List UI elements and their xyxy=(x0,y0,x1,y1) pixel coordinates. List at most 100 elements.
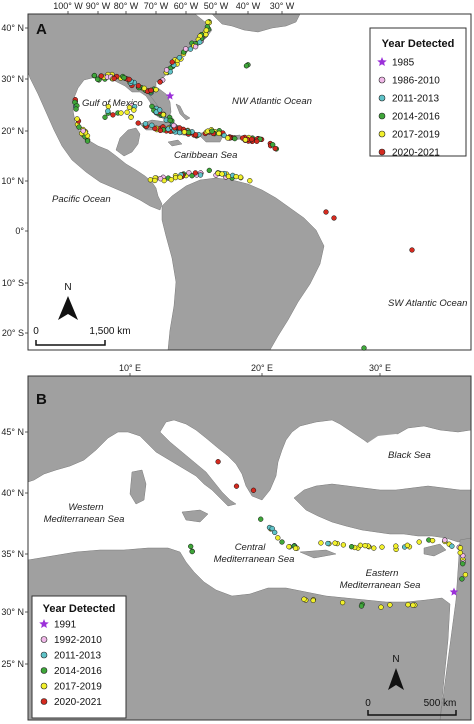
detection-point xyxy=(460,561,466,567)
lat-tick-label: 25° N xyxy=(1,659,24,669)
detection-point xyxy=(269,525,275,532)
north-label-b: N xyxy=(392,654,399,665)
legend-dot-icon xyxy=(40,651,48,659)
scale-bar-line xyxy=(35,340,106,346)
scale-end-label: 1,500 km xyxy=(89,326,130,337)
detection-point xyxy=(272,145,278,152)
detection-point xyxy=(362,542,368,549)
panel-a-north-arrow: N xyxy=(58,282,78,320)
detection-point xyxy=(292,545,299,551)
detection-point xyxy=(192,170,199,176)
north-africa-land xyxy=(27,547,451,721)
detection-point xyxy=(410,602,416,608)
detection-point xyxy=(242,137,249,143)
detection-point xyxy=(325,540,331,547)
detection-point xyxy=(197,39,203,45)
detection-point xyxy=(250,487,257,493)
panel-a-label: A xyxy=(36,21,47,38)
detection-point xyxy=(111,75,117,82)
detection-point xyxy=(237,174,244,180)
detection-point xyxy=(181,129,188,135)
sicily-land xyxy=(181,509,209,523)
detection-point xyxy=(176,125,183,131)
detection-point xyxy=(141,85,147,91)
legend-dot-icon xyxy=(40,698,48,705)
legend-dot-icon xyxy=(378,148,386,156)
bahamas-land xyxy=(175,103,191,121)
detection-point xyxy=(361,345,367,351)
legend-label: 2020-2021 xyxy=(392,148,440,159)
legend-dot-icon xyxy=(378,94,386,102)
lon-tick-label: 20° E xyxy=(251,363,273,373)
panel-b-legend-items: 1991 1992-2010 2011-2013 2014-2016 2017-2019… xyxy=(39,619,102,708)
detection-point xyxy=(243,63,250,69)
detection-point xyxy=(94,76,101,82)
central-med-label-2: Mediterranean Sea xyxy=(214,554,295,565)
lat-tick-label: 40° N xyxy=(1,23,24,33)
detection-point xyxy=(215,459,221,465)
legend-label: 2017-2019 xyxy=(54,682,102,693)
detection-point xyxy=(142,121,149,127)
detection-point xyxy=(339,599,346,606)
panel-b-north-arrow: N xyxy=(388,654,404,690)
detection-point xyxy=(279,539,285,545)
detection-point xyxy=(169,59,175,65)
detection-point xyxy=(416,539,422,545)
detection-point xyxy=(80,128,86,134)
lat-tick-label: 40° N xyxy=(1,488,24,498)
eastern-med-label-1: Eastern xyxy=(366,568,399,579)
lon-tick-label: 50° W xyxy=(204,1,229,11)
detection-point xyxy=(157,127,164,134)
detection-point xyxy=(135,120,141,126)
detection-point xyxy=(197,172,204,178)
detection-point xyxy=(459,576,465,582)
lon-tick-label: 80° W xyxy=(114,1,139,11)
legend-label: 2014-2016 xyxy=(54,666,102,677)
legend-label: 2014-2016 xyxy=(392,112,440,123)
detection-point xyxy=(189,548,195,555)
detection-point xyxy=(393,543,399,549)
detection-point xyxy=(147,177,154,183)
detection-point xyxy=(192,132,199,138)
lat-tick-label: 0° xyxy=(15,226,24,236)
south-america-land xyxy=(161,177,325,351)
panel-b-label: B xyxy=(36,391,47,408)
detection-point xyxy=(219,171,225,177)
legend-label: 1991 xyxy=(54,620,77,631)
detection-point xyxy=(233,483,240,489)
detection-point xyxy=(216,130,222,137)
sardinia-land xyxy=(129,469,147,505)
panel-b-points xyxy=(188,459,469,610)
black-sea-water xyxy=(360,434,458,478)
legend-star-icon xyxy=(377,57,387,66)
lat-tick-label: 45° N xyxy=(1,427,24,437)
detection-point xyxy=(232,135,238,142)
detection-point xyxy=(163,67,170,73)
scale-end-label-b: 500 km xyxy=(424,698,457,709)
detection-point xyxy=(124,109,130,115)
panel-a-legend-items: 1985 1986-2010 2011-2013 2014-2016 2017-2019… xyxy=(377,57,440,159)
yucatan-land xyxy=(115,127,141,157)
detection-point xyxy=(358,603,365,609)
north-arrow-icon xyxy=(58,296,78,320)
detection-point xyxy=(172,174,179,181)
panel-b-legend-title: Year Detected xyxy=(43,603,116,615)
panel-a: A Gulf of Mexico NW Atlantic Ocean Carib… xyxy=(1,1,472,351)
detection-point xyxy=(188,543,194,550)
eastern-med-label-2: Mediterranean Sea xyxy=(340,580,421,591)
detection-point xyxy=(203,27,209,33)
detection-point xyxy=(126,76,132,83)
panel-a-legend-title: Year Detected xyxy=(382,38,455,50)
star-marker xyxy=(449,587,459,596)
detection-point xyxy=(206,167,212,174)
panel-b-frame xyxy=(27,375,472,721)
jamaica-land xyxy=(167,139,183,147)
panel-a-ticks: 100° W 90° W 80° W 70° W 60° W 50° W 40° W 30° … xyxy=(1,1,294,338)
legend-dot-icon xyxy=(378,76,386,84)
detection-point xyxy=(270,142,276,148)
panel-b-land xyxy=(27,375,472,721)
western-med-label-1: Western xyxy=(68,502,103,513)
lon-tick-label: 100° W xyxy=(53,1,83,11)
gulf-of-mexico-label: Gulf of Mexico xyxy=(82,98,143,109)
